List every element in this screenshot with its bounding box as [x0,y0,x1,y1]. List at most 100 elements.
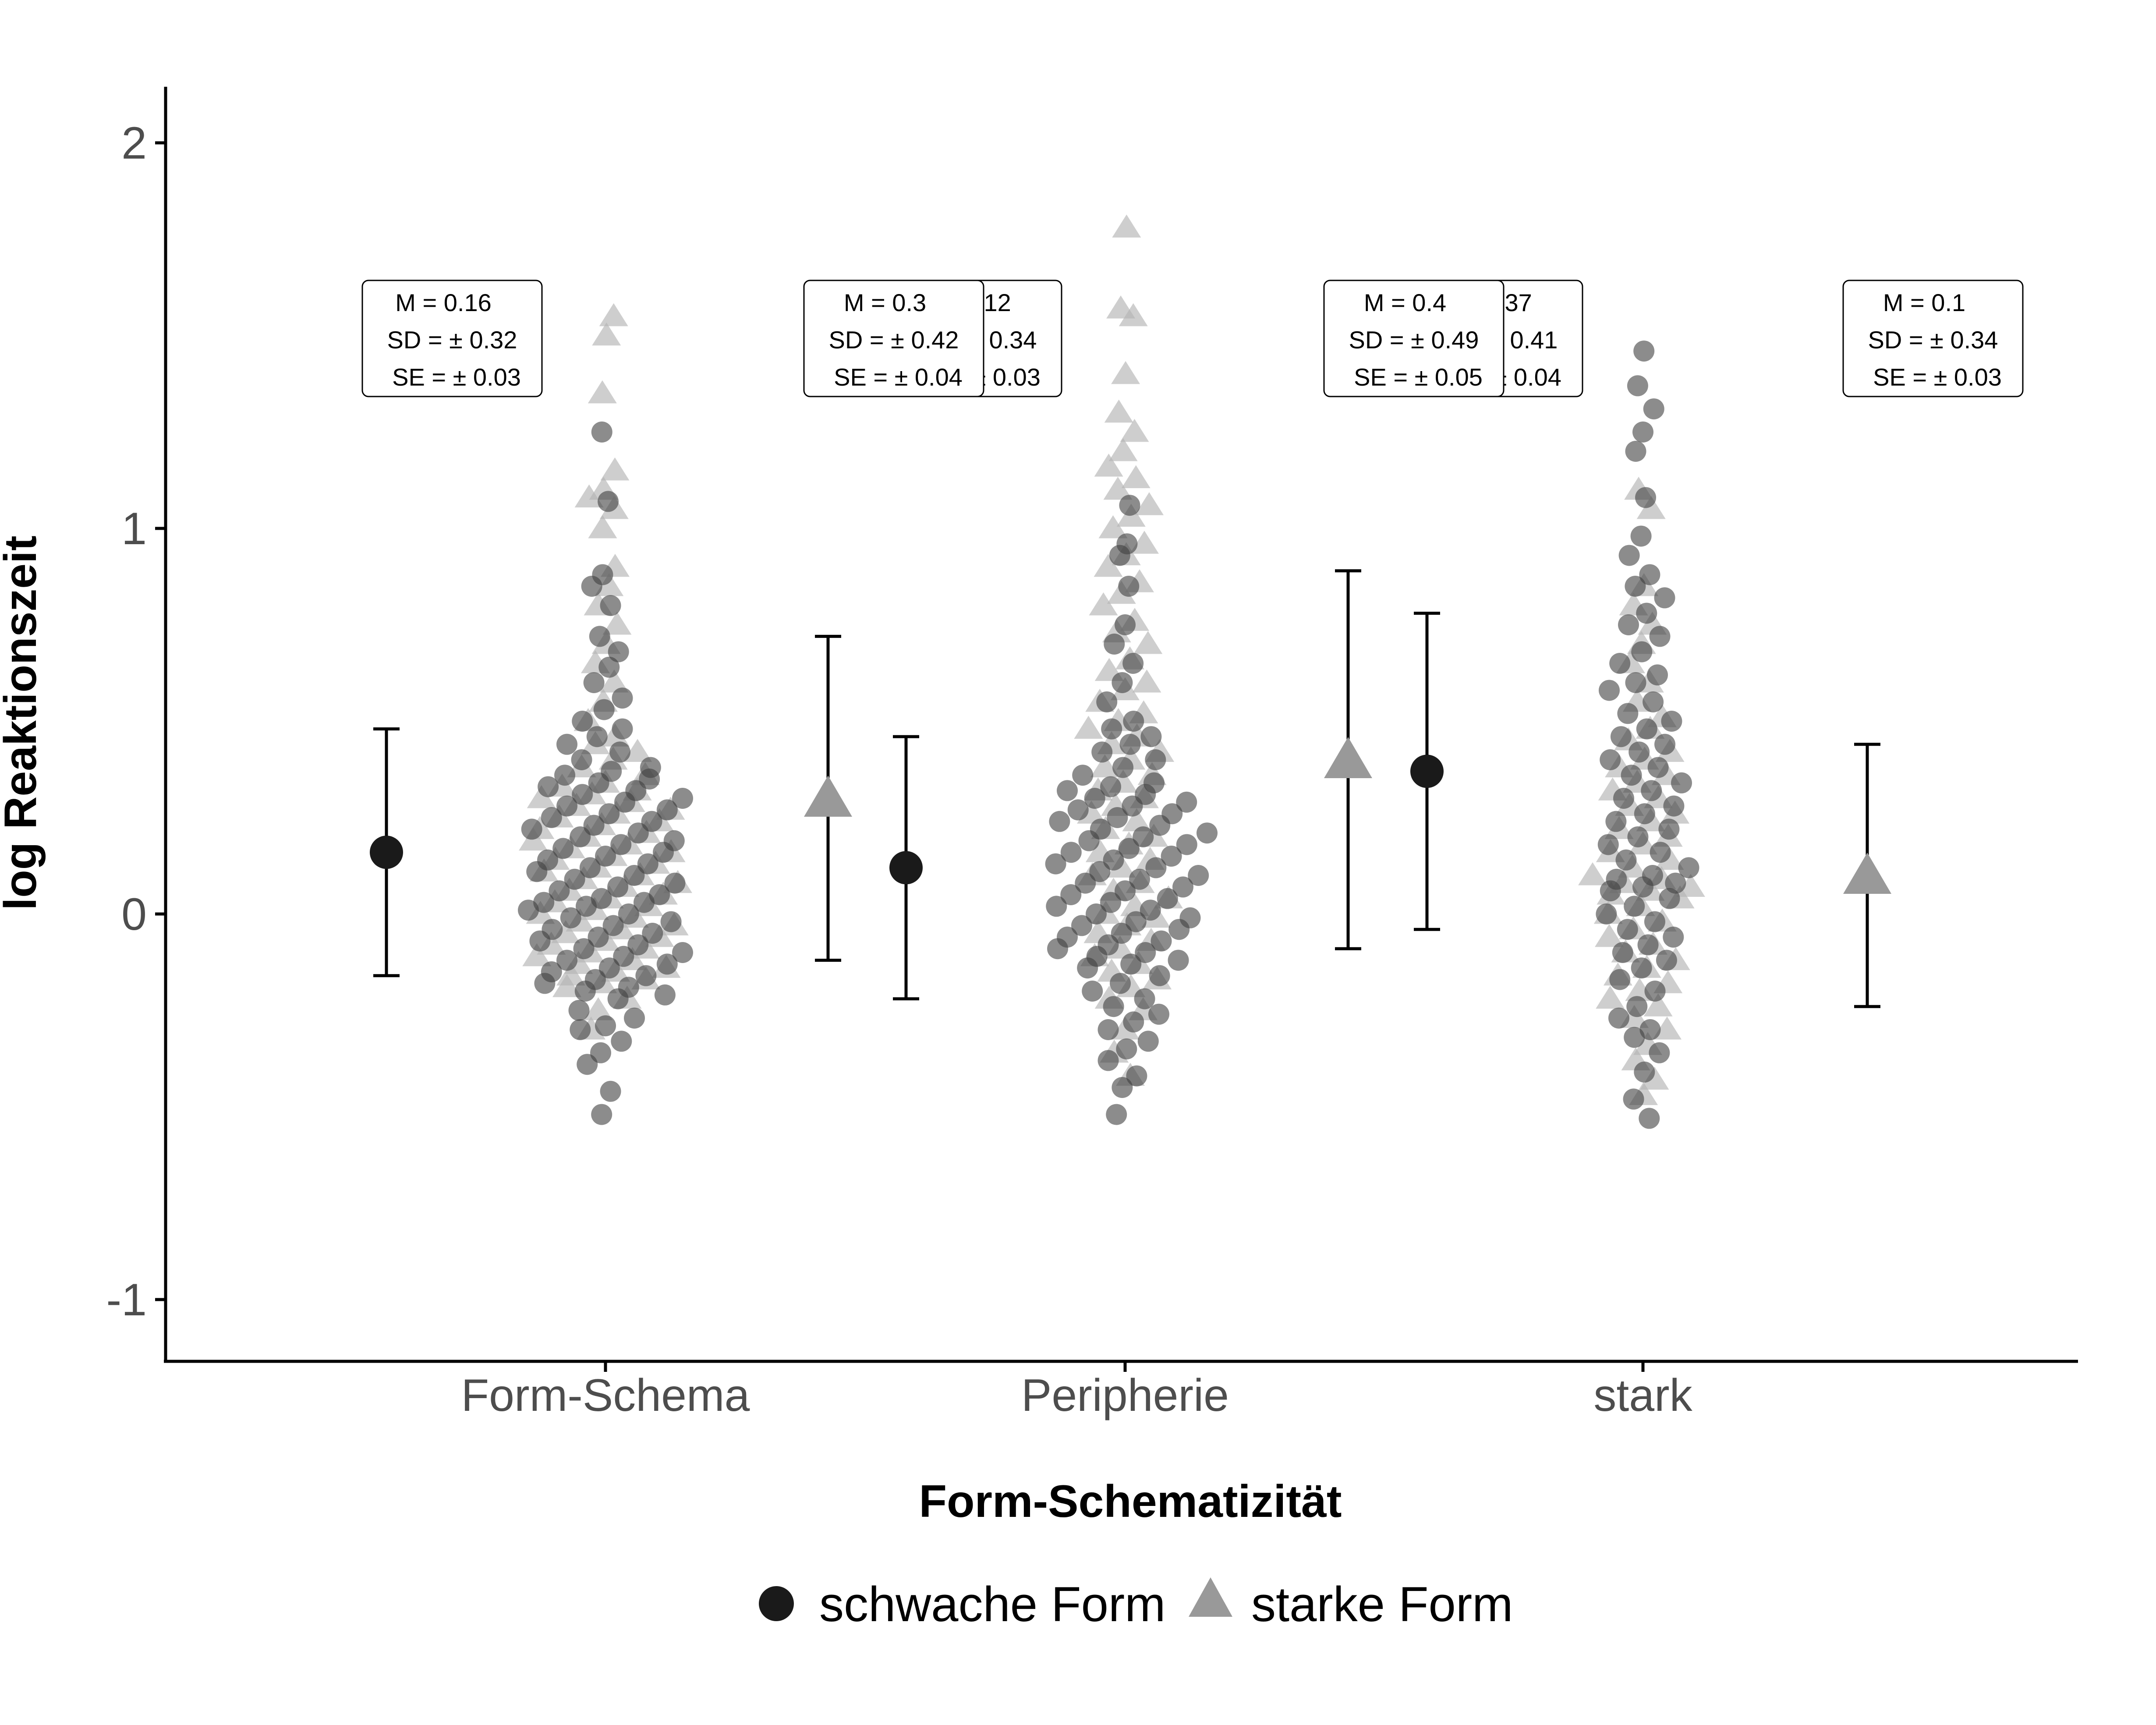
weak-form-point [1123,711,1144,732]
weak-form-point [1618,614,1639,635]
weak-form-point [672,788,693,809]
strong-form-point [600,457,630,481]
weak-form-point [1118,838,1140,859]
weak-form-point [1057,780,1078,801]
weak-form-point [613,946,634,967]
weak-form-point [1115,880,1136,902]
weak-form-point [538,776,559,797]
weak-form-point [1647,757,1669,778]
weak-form-point [1049,811,1070,832]
legend-label-strong: starke Form [1251,1577,1513,1632]
weak-form-point [1649,626,1671,647]
weak-form-point [537,849,558,871]
weak-form-point [1639,564,1660,585]
strong-form-point [592,322,621,346]
weak-form-point [664,872,686,894]
weak-form-point [1635,487,1657,508]
weak-form-point [1179,907,1201,928]
stat-se-label: SE = ± 0.03 [392,363,521,391]
weak-form-point [1119,495,1140,516]
weak-form-point [1621,765,1642,786]
weak-form-point [1106,1104,1127,1125]
weak-form-point [608,641,629,662]
weak-form-point [1104,634,1125,655]
weak-form-point [554,765,576,786]
stat-box: M = 0.1 SD = ± 0.34 SE = ± 0.03 [1842,280,2024,397]
strong-form-point [1104,400,1133,423]
weak-form-point [612,687,633,709]
stat-se-label: SE = ± 0.05 [1354,363,1483,391]
weak-form-point [1096,691,1118,712]
x-tick-label: stark [1593,1370,1692,1421]
weak-form-point [656,799,678,821]
weak-form-point [1606,868,1627,890]
weak-form-point [521,818,542,840]
weak-form-point [1145,749,1166,770]
weak-form-point [1111,923,1132,944]
weak-form-point [591,1104,612,1125]
weak-form-point [564,868,585,890]
weak-form-point [1663,795,1685,817]
weak-form-point [1071,915,1092,936]
weak-form-point [1112,757,1134,778]
weak-form-point [1045,853,1066,875]
weak-form-point [1103,996,1124,1017]
weak-form-point [1633,340,1655,362]
weak-form-point [579,857,601,878]
weak-form-point [1612,942,1633,963]
mean-marker-weak [1410,754,1444,788]
weak-form-point [1086,903,1107,924]
weak-form-point [600,595,621,616]
weak-form-point [1597,834,1619,855]
weak-form-point [598,656,620,678]
weak-form-point [1650,842,1671,863]
weak-form-point [601,761,622,782]
weak-form-point [1145,857,1167,878]
weak-form-point [1122,653,1144,674]
weak-form-point [1112,672,1133,693]
weak-form-point [589,626,610,647]
strong-form-point [574,484,604,508]
weak-form-point [1100,892,1121,913]
weak-form-point [1101,718,1122,740]
strong-form-point [1094,453,1123,477]
weak-form-point [1649,1042,1670,1063]
strong-form-point [527,785,556,808]
weak-form-point [583,672,605,693]
weak-form-point [1643,691,1664,712]
legend-label-weak: schwache Form [819,1577,1165,1632]
strong-form-point [1122,808,1151,832]
weak-form-point [1632,422,1653,443]
weak-form-point [610,834,632,855]
weak-form-point [1643,398,1664,420]
strong-form-point [1578,862,1607,886]
weak-form-point [591,888,612,909]
weak-form-point [1057,926,1078,948]
strong-form-point [1103,477,1133,500]
weak-form-point [533,892,555,913]
stat-box-frame [803,280,984,397]
weak-form-point [624,1007,645,1029]
weak-form-point [595,1015,616,1037]
weak-form-point [1631,957,1652,979]
strong-form-point [588,515,617,538]
weak-form-point [1671,772,1692,793]
strong-form-point [599,669,629,693]
y-tick-label: 0 [121,889,147,940]
weak-form-point [1126,1065,1147,1087]
weak-form-point [635,965,657,986]
weak-form-point [611,1031,632,1052]
weak-form-point [541,807,562,828]
strong-form-point [556,962,585,986]
weak-form-point [1112,1077,1133,1098]
weak-form-point [600,1080,621,1102]
weak-form-point [598,957,620,979]
weak-form-point [1110,973,1131,994]
weak-form-point [1642,865,1663,886]
weak-form-point [1634,1061,1655,1083]
weak-form-point [609,741,630,763]
weak-form-point [595,846,616,867]
weak-form-point [1665,872,1686,894]
weak-form-point [1656,949,1677,971]
weak-form-point [1610,726,1632,747]
